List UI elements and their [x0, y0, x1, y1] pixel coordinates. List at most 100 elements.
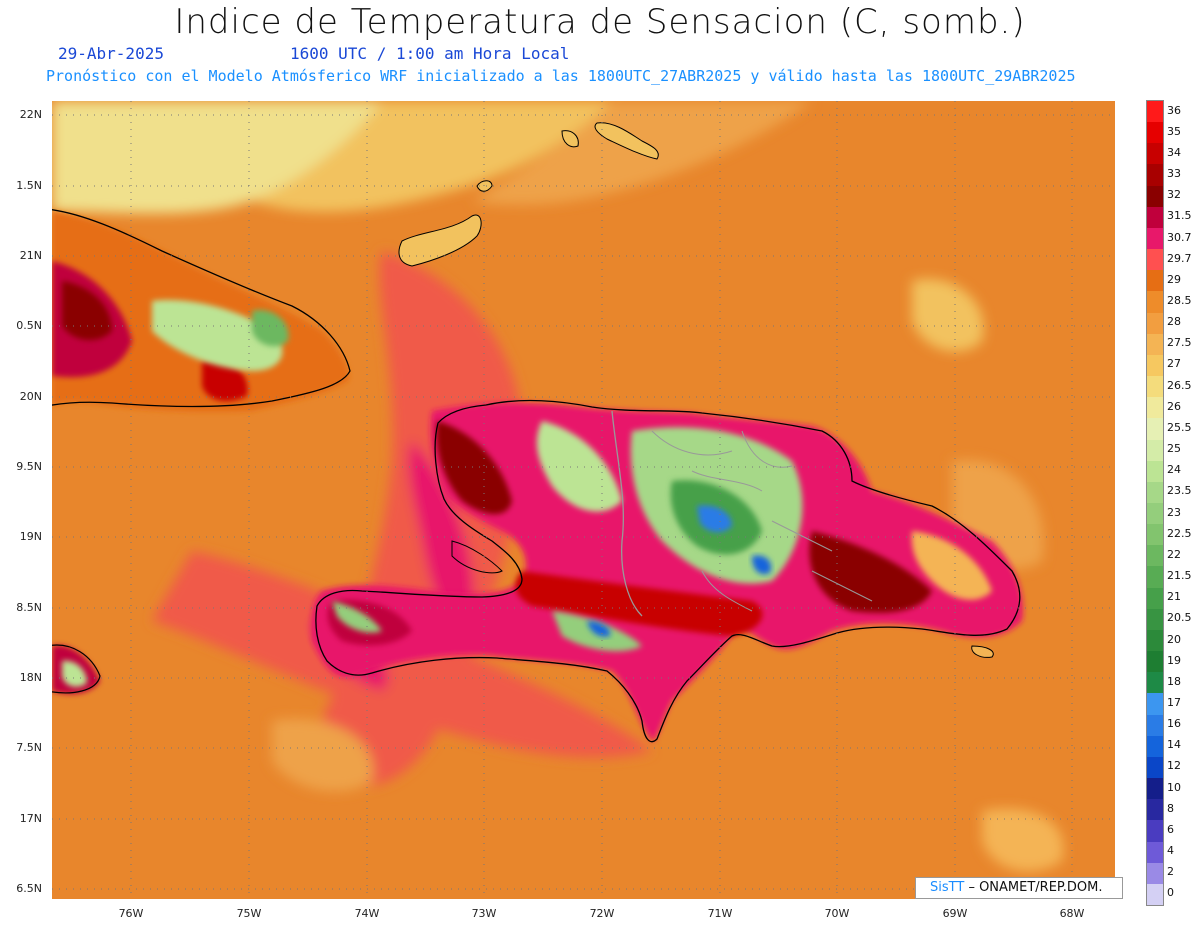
credit-box: SisTT – ONAMET/REP.DOM.: [915, 877, 1123, 899]
colorbar-swatch: [1147, 164, 1163, 187]
colorbar-swatch: [1147, 333, 1163, 356]
colorbar-swatch: [1147, 629, 1163, 652]
date-label: 29-Abr-2025: [58, 44, 164, 63]
map-title: Indice de Temperatura de Sensacion (C, s…: [174, 2, 1026, 42]
lat-tick: 20N: [19, 390, 42, 403]
colorbar-swatch: [1147, 270, 1163, 292]
cuba-land: [52, 209, 351, 412]
colorbar-swatch: [1147, 714, 1163, 737]
colorbar-label: 27: [1167, 357, 1181, 371]
forecast-note: Pronóstico con el Modelo Atmósferico WRF…: [46, 67, 1076, 85]
colorbar-label: 12: [1167, 759, 1181, 773]
colorbar-label: 21.5: [1167, 569, 1192, 583]
lon-tick: 72W: [589, 907, 615, 920]
lon-tick: 74W: [354, 907, 380, 920]
bahamas-islands: [398, 122, 659, 267]
colorbar-label: 33: [1167, 167, 1181, 181]
colorbar-swatch: [1147, 566, 1163, 589]
colorbar-swatch: [1147, 481, 1163, 504]
colorbar-label: 25.5: [1167, 420, 1192, 434]
colorbar-label: 10: [1167, 780, 1181, 794]
colorbar-label: 4: [1167, 844, 1174, 858]
colorbar-swatch: [1147, 397, 1163, 419]
lat-tick: 6.5N: [16, 882, 42, 895]
credit-org: – ONAMET/REP.DOM.: [968, 880, 1103, 895]
lat-tick: 21N: [19, 249, 42, 262]
colorbar-swatch: [1147, 354, 1163, 377]
colorbar-swatch: [1147, 545, 1163, 567]
lat-tick: 8.5N: [16, 601, 42, 614]
colorbar-label: 8: [1167, 801, 1174, 815]
colorbar-label: 34: [1167, 145, 1181, 159]
colorbar: [1146, 100, 1164, 906]
colorbar-swatch: [1147, 418, 1163, 441]
colorbar-label: 28: [1167, 315, 1181, 329]
colorbar-label: 23.5: [1167, 484, 1192, 498]
colorbar-label: 24: [1167, 463, 1181, 477]
sistt-logo: SisTT: [930, 880, 965, 895]
colorbar-label: 6: [1167, 822, 1174, 836]
colorbar-label: 29.7: [1167, 251, 1192, 265]
colorbar-label: 29: [1167, 272, 1181, 286]
colorbar-swatch: [1147, 778, 1163, 800]
colorbar-label: 28.5: [1167, 294, 1192, 307]
colorbar-label: 19: [1167, 653, 1181, 667]
colorbar-swatch: [1147, 756, 1163, 779]
colorbar-swatch: [1147, 672, 1163, 694]
lat-tick: 1.5N: [16, 179, 42, 192]
colorbar-swatch: [1147, 185, 1163, 208]
lat-tick: 7.5N: [16, 741, 42, 754]
colorbar-label: 26.5: [1167, 378, 1192, 392]
colorbar-label: 32: [1167, 188, 1181, 202]
hispaniola-land: [311, 399, 1023, 743]
graticule: [52, 101, 1115, 899]
colorbar-swatch: [1147, 227, 1163, 250]
colorbar-swatch: [1147, 249, 1163, 271]
colorbar-swatch: [1147, 799, 1163, 821]
colorbar-label: 14: [1167, 738, 1181, 752]
colorbar-swatch: [1147, 587, 1163, 610]
colorbar-swatch: [1147, 122, 1163, 144]
colorbar-label: 30.7: [1167, 230, 1192, 244]
colorbar-swatch: [1147, 101, 1163, 123]
colorbar-swatch: [1147, 439, 1163, 462]
lat-tick: 19N: [19, 530, 42, 543]
lon-tick: 68W: [1059, 907, 1085, 920]
lat-tick: 18N: [19, 671, 42, 684]
colorbar-swatch: [1147, 651, 1163, 673]
colorbar-swatch: [1147, 608, 1163, 631]
colorbar-label: 20.5: [1167, 611, 1192, 625]
lat-tick: 22N: [19, 108, 42, 121]
lon-tick: 69W: [942, 907, 968, 920]
colorbar-label: 31.5: [1167, 209, 1192, 223]
colorbar-label: 21: [1167, 590, 1181, 604]
lon-tick: 75W: [236, 907, 262, 920]
colorbar-swatch: [1147, 312, 1163, 335]
lat-tick: 17N: [19, 812, 42, 825]
colorbar-label: 26: [1167, 399, 1181, 413]
lon-tick: 76W: [118, 907, 144, 920]
time-label: 1600 UTC / 1:00 am Hora Local: [290, 44, 570, 63]
colorbar-label: 20: [1167, 632, 1181, 646]
colorbar-label: 0: [1167, 886, 1174, 900]
colorbar-label: 36: [1167, 103, 1181, 117]
lat-tick: 0.5N: [16, 319, 42, 332]
colorbar-swatch: [1147, 143, 1163, 165]
colorbar-label: 27.5: [1167, 336, 1192, 350]
colorbar-swatch: [1147, 460, 1163, 483]
colorbar-label: 2: [1167, 865, 1174, 879]
colorbar-swatch: [1147, 291, 1163, 314]
colorbar-label: 22: [1167, 547, 1181, 561]
colorbar-swatch: [1147, 883, 1163, 906]
lat-tick: 9.5N: [16, 460, 42, 473]
colorbar-swatch: [1147, 693, 1163, 716]
colorbar-label: 35: [1167, 124, 1181, 138]
colorbar-label: 25: [1167, 442, 1181, 456]
colorbar-swatch: [1147, 862, 1163, 885]
lon-tick: 71W: [707, 907, 733, 920]
colorbar-swatch: [1147, 524, 1163, 546]
lon-tick: 70W: [824, 907, 850, 920]
lon-tick: 73W: [471, 907, 497, 920]
colorbar-swatch: [1147, 735, 1163, 758]
colorbar-label: 18: [1167, 674, 1181, 688]
